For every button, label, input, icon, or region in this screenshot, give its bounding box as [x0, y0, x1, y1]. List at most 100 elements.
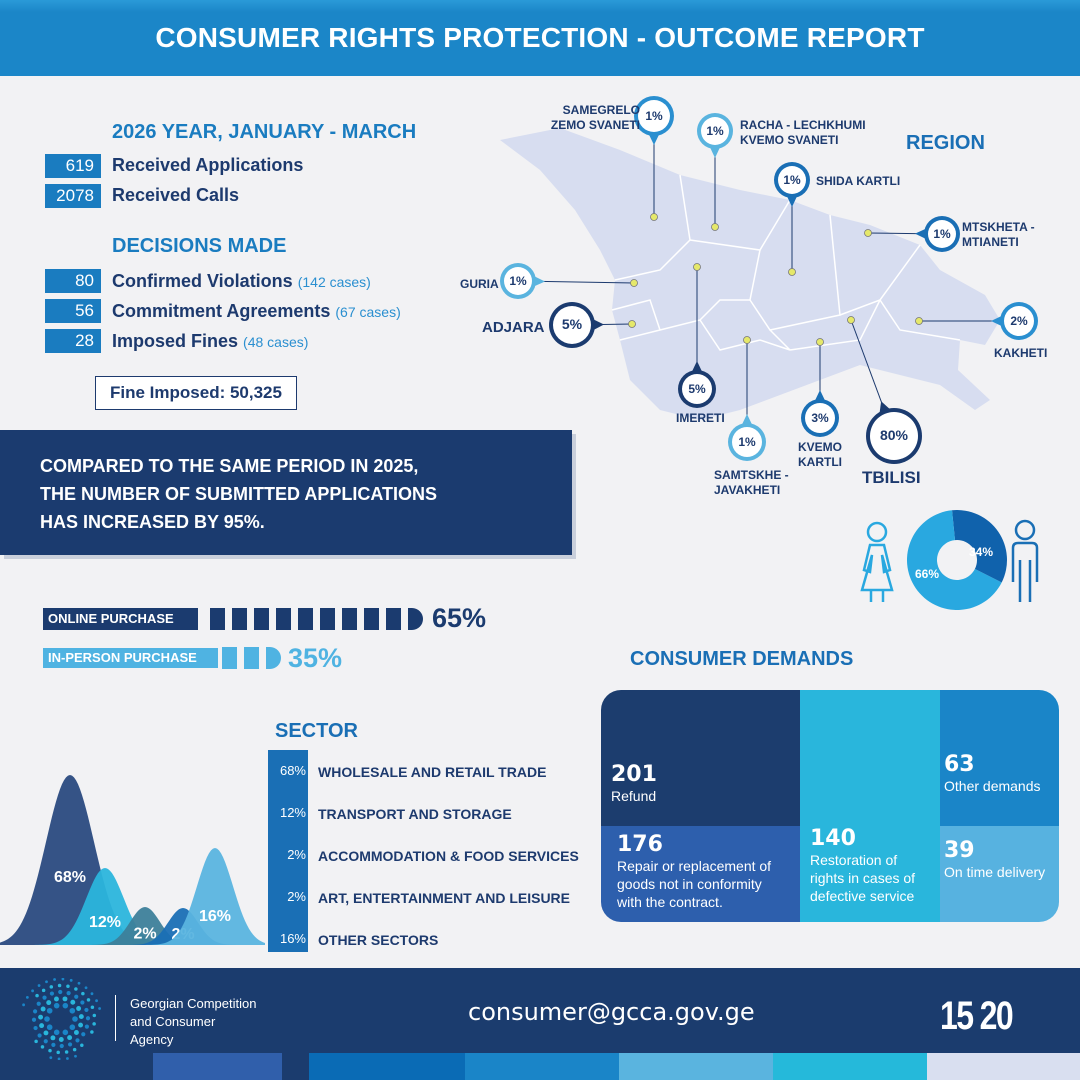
sector-label: OTHER SECTORS [318, 932, 439, 948]
region-pin: 80% [847, 316, 922, 464]
sector-peak-label: 2% [133, 926, 156, 943]
region-value: 3% [811, 411, 829, 425]
region-pin: 1% [774, 162, 810, 276]
applications-count: 619 [45, 154, 101, 178]
banner-line: COMPARED TO THE SAME PERIOD IN 2025, [40, 456, 419, 476]
sector-value: 2% [287, 847, 306, 862]
gender-chart: 66% 34% [860, 510, 1039, 610]
purchase-bar-segment [408, 608, 423, 630]
inperson-purchase-label: IN-PERSON PURCHASE [43, 648, 218, 668]
sector-peak [30, 868, 180, 945]
region-title: REGION [906, 132, 985, 154]
calls-label: Received Calls [112, 185, 240, 205]
violations-label: Confirmed Violations (142 cases) [112, 271, 371, 291]
region-pin: 3% [801, 338, 839, 437]
region-value: 80% [880, 427, 909, 443]
region-pin: 2% [915, 302, 1038, 340]
demand-restoration: 140 Restoration of rights in cases of def… [800, 690, 940, 922]
region-pin: 5% [549, 302, 636, 348]
region-value: 1% [645, 109, 663, 123]
region-label: KVEMO KARTLI [798, 440, 843, 469]
region-dot [693, 263, 701, 271]
donut-slice-male [952, 510, 1007, 583]
demands-title: CONSUMER DEMANDS [630, 648, 854, 670]
online-purchase-value: 65% [432, 603, 487, 633]
demand-refund: 201 Refund [601, 690, 800, 826]
region-dot [847, 316, 855, 324]
sector-peaks-chart: 68%12%2%2%16% [0, 775, 265, 945]
period-title: 2026 YEAR, JANUARY - MARCH [112, 121, 417, 143]
inperson-purchase-bar [222, 647, 287, 669]
footer-divider [115, 995, 116, 1041]
demand-repair: 176 Repair or replacement of goods not in… [601, 826, 800, 922]
demand-ontime: 39 On time delivery [940, 826, 1059, 922]
sector-label: WHOLESALE AND RETAIL TRADE [318, 764, 547, 780]
region-value: 1% [783, 173, 801, 187]
purchase-bar-segment [342, 608, 357, 630]
region-label: SHIDA KARTLI [816, 174, 901, 188]
region-label: MTSKHETA - MTIANETI [962, 220, 1035, 249]
agreements-count: 56 [45, 299, 101, 323]
purchase-bar-segment [222, 647, 237, 669]
region-dot [650, 213, 658, 221]
region-dot [628, 320, 636, 328]
male-value: 34% [969, 545, 993, 559]
region-pin: 5% [678, 263, 716, 408]
purchase-bar-segment [364, 608, 379, 630]
region-dot [788, 268, 796, 276]
agency-logo-icon [22, 978, 101, 1060]
sector-label: TRANSPORT AND STORAGE [318, 806, 512, 822]
purchase-bar-segment [232, 608, 247, 630]
banner-line: HAS INCREASED BY 95%. [40, 512, 265, 532]
region-label: TBILISI [862, 468, 921, 487]
sector-peak-label: 16% [199, 908, 231, 925]
region-pin: 1% [634, 96, 674, 221]
color-stripe [465, 1053, 619, 1080]
purchase-bar-segment [386, 608, 401, 630]
sector-bar: 68% 12% 2% 2% 16% [268, 750, 308, 952]
region-label: KAKHETI [994, 346, 1048, 360]
purchase-bar-segment [298, 608, 313, 630]
region-map: 1% 1% 1% 1% 1% 5% 5% 1% 3% 80% 2% [500, 96, 1038, 464]
region-pin: 1% [500, 263, 638, 299]
georgia-map-shape [500, 128, 1000, 420]
sector-value: 68% [279, 763, 306, 778]
color-stripe [309, 1053, 465, 1080]
color-stripe [619, 1053, 773, 1080]
sector-value: 16% [279, 931, 306, 946]
sector-title: SECTOR [275, 720, 358, 742]
calls-count: 2078 [45, 184, 101, 208]
agreements-label: Commitment Agreements (67 cases) [112, 301, 401, 321]
region-value: 1% [933, 227, 951, 241]
region-label: SAMTSKHE - JAVAKHETI [714, 468, 789, 497]
region-dot [816, 338, 824, 346]
sector-value: 12% [279, 805, 306, 820]
purchase-bar-segment [320, 608, 335, 630]
region-pin: 1% [864, 216, 960, 252]
banner-line: THE NUMBER OF SUBMITTED APPLICATIONS [40, 484, 437, 504]
color-stripe [153, 1053, 282, 1080]
page-title: CONSUMER RIGHTS PROTECTION - OUTCOME REP… [155, 22, 925, 53]
male-icon [1011, 519, 1039, 602]
agency-name: Georgian Competition and Consumer Agency [130, 996, 257, 1047]
demand-other: 63 Other demands [940, 690, 1059, 826]
region-dot [915, 317, 923, 325]
demands-treemap: 201 Refund 176 Repair or replacement of go… [601, 690, 1059, 922]
region-value: 5% [688, 382, 706, 396]
purchase-bar-segment [276, 608, 291, 630]
region-label: SAMEGRELO ZEMO SVANETI [550, 103, 640, 132]
email-link[interactable]: consumer@gcca.gov.ge [468, 998, 755, 1026]
region-value: 5% [562, 316, 583, 332]
fines-count: 28 [45, 329, 101, 353]
purchase-bar-segment [244, 647, 259, 669]
sector-label: ACCOMMODATION & FOOD SERVICES [318, 848, 579, 864]
sector-peak [143, 848, 265, 945]
region-label: GURIA [460, 277, 499, 291]
fines-label: Imposed Fines (48 cases) [112, 331, 309, 351]
decisions-title: DECISIONS MADE [112, 235, 287, 257]
region-label: RACHA - LECHKHUMI KVEMO SVANETI [740, 118, 866, 147]
female-icon [860, 521, 894, 602]
inperson-purchase-value: 35% [288, 643, 343, 673]
violations-count: 80 [45, 269, 101, 293]
region-value: 1% [706, 124, 724, 138]
